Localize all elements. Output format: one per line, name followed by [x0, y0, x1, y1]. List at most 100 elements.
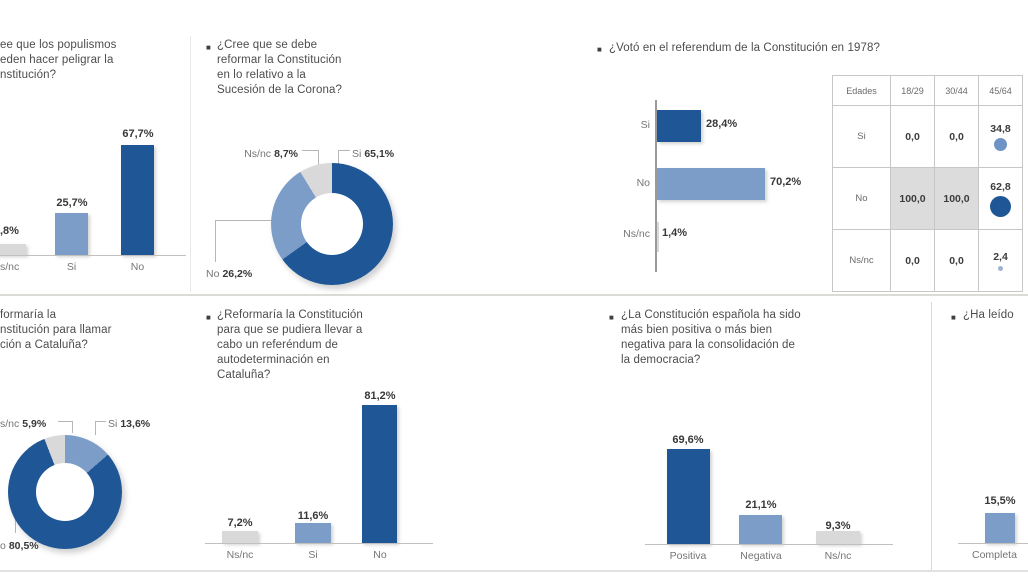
table-cell: 100,0	[935, 168, 979, 230]
table-row-label-nsnc: Ns/nc	[833, 230, 891, 292]
x-label-no: No	[130, 261, 145, 273]
bar-completa	[985, 513, 1015, 543]
ages-table: Edades 18/29 30/44 45/64 Si 0,0 0,0 34,8…	[832, 75, 1023, 292]
hbar-no	[657, 168, 765, 200]
bullet-icon: ■	[597, 45, 602, 54]
title-line: negativa para la consolidación de	[621, 339, 796, 351]
callout-label: Si	[108, 418, 118, 430]
callout-label: Ns/nc	[244, 148, 272, 160]
title-line: Cataluña?	[217, 369, 271, 381]
title-line: ¿Cree que se debe	[217, 39, 318, 51]
bar-si	[295, 523, 331, 543]
table-header-30-44: 30/44	[935, 76, 979, 106]
table-cell-value: 2,4	[993, 250, 1008, 263]
table-cell-value: 62,8	[990, 180, 1011, 193]
bar-value-positiva: 69,6%	[672, 434, 704, 446]
bullet-icon: ■	[206, 313, 211, 322]
bar-no	[121, 145, 154, 255]
callout-line	[95, 421, 96, 435]
x-label-nsnc: Ns/nc	[824, 550, 852, 562]
callout-line	[318, 150, 319, 166]
table-cell: 0,0	[935, 106, 979, 168]
bar-value-si: 25,7%	[56, 197, 88, 209]
x-axis-baseline	[0, 255, 186, 256]
y-axis-line	[655, 100, 657, 272]
bubble-dot-medium	[994, 137, 1007, 151]
bar-nsnc	[816, 531, 860, 544]
callout-line	[338, 150, 339, 166]
title-line: ee que los populismos	[0, 39, 117, 51]
title-line: en lo relativo a la	[217, 69, 306, 81]
x-axis-baseline	[205, 543, 433, 544]
panel-populismos-title: ee que los populismos eden hacer peligra…	[0, 38, 117, 83]
bar-negativa	[739, 515, 782, 544]
hbar-value-si: 28,4%	[706, 118, 738, 130]
x-label-negativa: Negativa	[740, 550, 782, 562]
table-cell: 0,0	[891, 106, 935, 168]
y-label-no: No	[636, 177, 650, 189]
callout-line	[215, 220, 272, 221]
bar-positiva	[667, 449, 710, 544]
bubble-dot-tiny	[998, 265, 1003, 271]
x-label-no: No	[373, 549, 387, 561]
table-cell-with-dot: 62,8	[979, 168, 1023, 230]
table-header-45-64: 45/64	[979, 76, 1023, 106]
bar-nsnc	[222, 531, 258, 543]
x-label-si: Si	[66, 261, 77, 273]
x-axis-baseline	[645, 544, 893, 545]
y-label-nsnc: Ns/nc	[623, 228, 650, 240]
donut-callout-no: o 80,5%	[0, 536, 39, 554]
table-header-18-29: 18/29	[891, 76, 935, 106]
panel-cataluna-title: formaría la nstitución para llamar ción …	[0, 308, 112, 353]
callout-line	[58, 421, 72, 422]
bar-value-completa: 15,5%	[984, 495, 1016, 507]
donut-chart-cataluna	[8, 435, 122, 549]
table-cell-with-dot: 2,4	[979, 230, 1023, 292]
title-line: ción a Cataluña?	[0, 339, 88, 351]
title-line: reformar la Constitución	[217, 54, 342, 66]
bar-value-negativa: 21,1%	[745, 499, 777, 511]
panel-referendum-title: ¿Votó en el referendum de la Constitució…	[609, 42, 880, 54]
bullet-icon: ■	[951, 313, 956, 322]
callout-label: No	[206, 268, 220, 280]
divider-horizontal-middle	[0, 294, 1028, 296]
table-cell-with-dot: 34,8	[979, 106, 1023, 168]
divider-horizontal-bottom	[0, 570, 1028, 572]
table-cell: 0,0	[891, 230, 935, 292]
bubble-dot-large	[990, 195, 1011, 217]
x-axis-baseline	[958, 543, 1028, 544]
callout-value: 5,9%	[22, 418, 47, 430]
title-line: nstitución?	[0, 69, 57, 81]
x-label-si: Si	[308, 549, 318, 561]
donut-callout-si: Si 13,6%	[108, 414, 150, 432]
table-cell: 100,0	[891, 168, 935, 230]
table-header-edades: Edades	[833, 76, 891, 106]
callout-label: s/nc	[0, 418, 20, 430]
callout-line	[95, 421, 106, 422]
bar-si	[55, 213, 88, 255]
donut-hole	[36, 463, 94, 521]
x-label-positiva: Positiva	[669, 550, 707, 562]
bar-value-si: 11,6%	[297, 510, 329, 522]
panel-corona-title: ¿Cree que se debe reformar la Constituci…	[217, 38, 342, 98]
divider-vertical-bottom-right	[931, 302, 932, 570]
callout-line	[72, 421, 73, 433]
bar-value-no: 81,2%	[364, 390, 396, 402]
title-line: cabo un referéndum de	[217, 339, 339, 351]
table-cell-value: 34,8	[990, 122, 1011, 135]
title-line: para que se pudiera llevar a	[217, 324, 363, 336]
hbar-si	[657, 110, 701, 142]
y-label-si: Si	[640, 119, 650, 131]
table-row-label-si: Si	[833, 106, 891, 168]
title-line: nstitución para llamar	[0, 324, 112, 336]
title-line: eden hacer peligrar la	[0, 54, 114, 66]
title-line: formaría la	[0, 309, 57, 321]
table-cell: 0,0	[935, 230, 979, 292]
bar-value-no: 67,7%	[122, 128, 154, 140]
callout-label: Si	[352, 148, 362, 160]
x-label-nsnc: s/nc	[0, 261, 20, 273]
callout-label: o	[0, 540, 6, 552]
table-row-label-no: No	[833, 168, 891, 230]
bar-value-nsnc: 9,3%	[825, 520, 851, 532]
